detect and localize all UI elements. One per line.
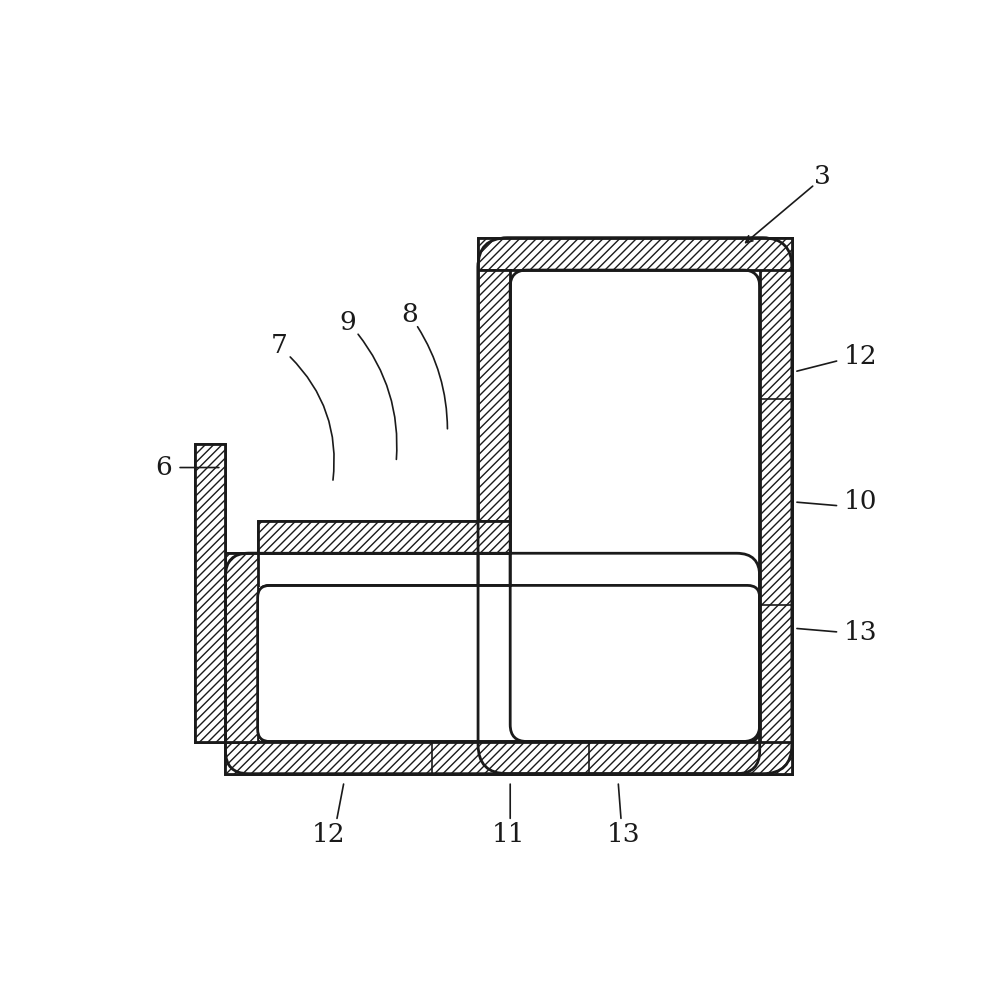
Text: 8: 8	[401, 302, 418, 327]
Bar	[478, 238, 792, 270]
Bar	[478, 270, 510, 521]
Bar	[259, 586, 758, 740]
Text: 12: 12	[312, 822, 346, 848]
Bar	[225, 742, 792, 773]
Text: 7: 7	[271, 333, 287, 358]
Bar	[504, 263, 766, 747]
Bar	[258, 521, 510, 554]
Text: 10: 10	[844, 489, 877, 515]
Bar	[225, 742, 792, 773]
Text: 11: 11	[492, 822, 525, 848]
Bar	[225, 554, 258, 742]
Bar	[478, 270, 510, 521]
Text: 9: 9	[340, 309, 356, 335]
Bar	[195, 443, 225, 742]
Text: 12: 12	[844, 344, 878, 369]
Bar	[511, 270, 759, 741]
Bar	[478, 238, 792, 270]
Bar	[195, 460, 225, 742]
Bar	[512, 271, 758, 740]
Bar	[258, 521, 510, 554]
Bar	[225, 554, 258, 742]
Text: 6: 6	[155, 455, 172, 480]
Text: 13: 13	[844, 619, 878, 644]
Bar	[760, 238, 792, 773]
Bar	[195, 443, 225, 460]
Bar	[258, 554, 759, 741]
Text: 13: 13	[607, 822, 640, 848]
Text: 3: 3	[814, 164, 831, 189]
Bar	[760, 238, 792, 773]
